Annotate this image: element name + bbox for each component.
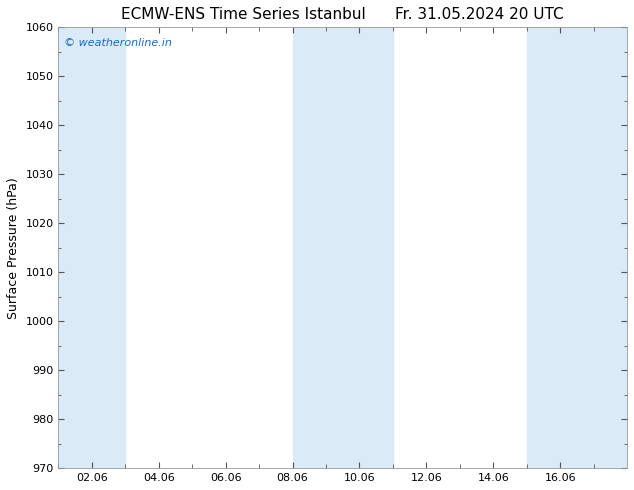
Y-axis label: Surface Pressure (hPa): Surface Pressure (hPa) xyxy=(7,177,20,318)
Bar xyxy=(293,27,393,468)
Text: © weatheronline.in: © weatheronline.in xyxy=(64,38,172,49)
Bar xyxy=(527,27,627,468)
Title: ECMW-ENS Time Series Istanbul      Fr. 31.05.2024 20 UTC: ECMW-ENS Time Series Istanbul Fr. 31.05.… xyxy=(122,7,564,22)
Bar xyxy=(58,27,126,468)
